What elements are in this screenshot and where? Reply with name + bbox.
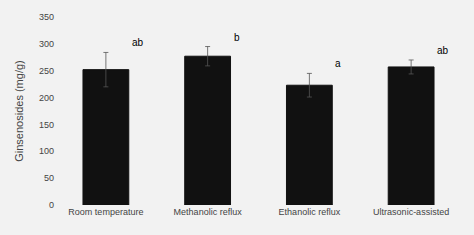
svg-text:250: 250 (39, 66, 54, 76)
svg-text:200: 200 (39, 93, 54, 103)
svg-text:300: 300 (39, 39, 54, 49)
svg-text:a: a (335, 58, 341, 69)
svg-text:Ethanolic reflux: Ethanolic reflux (279, 207, 341, 217)
svg-text:Ultrasonic-assisted: Ultrasonic-assisted (373, 207, 449, 217)
svg-text:Room temperature: Room temperature (68, 207, 143, 217)
svg-text:ab: ab (132, 37, 144, 48)
svg-text:ab: ab (437, 45, 449, 56)
svg-text:Ginsenosides (mg/g): Ginsenosides (mg/g) (13, 60, 25, 162)
svg-text:b: b (234, 32, 240, 43)
svg-text:150: 150 (39, 120, 54, 130)
svg-text:Methanolic reflux: Methanolic reflux (174, 207, 243, 217)
svg-text:350: 350 (39, 12, 54, 22)
svg-text:100: 100 (39, 146, 54, 156)
svg-text:0: 0 (49, 200, 54, 210)
svg-text:50: 50 (44, 173, 54, 183)
